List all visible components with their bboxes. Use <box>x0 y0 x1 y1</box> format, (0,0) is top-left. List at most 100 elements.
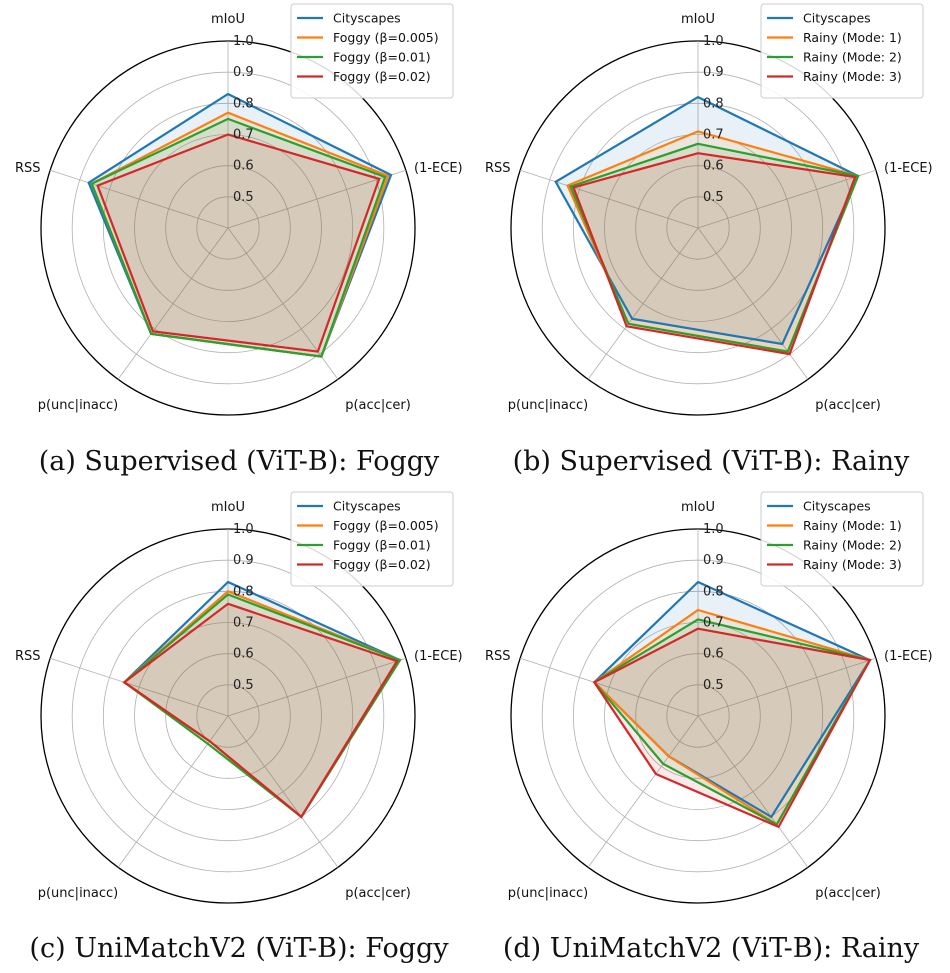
axis-label: p(acc|cer) <box>345 886 411 901</box>
radial-tick-label: 0.8 <box>233 96 254 111</box>
caption-b: (b) Supervised (ViT-B): Rainy <box>512 446 910 477</box>
radar-chart-a: 0.5 0.6 0.7 0.8 0.9 1.0 mIoU (1-ECE) p(acc|cer) p… <box>15 3 463 416</box>
axis-label: p(unc|inacc) <box>508 886 589 901</box>
legend-label: Cityscapes <box>803 11 871 26</box>
radial-tick-label: 0.8 <box>703 584 724 599</box>
legend-label: Foggy (β=0.02) <box>333 557 431 572</box>
caption-c: (c) UniMatchV2 (ViT-B): Foggy <box>29 933 449 964</box>
legend-label: Rainy (Mode: 1) <box>803 30 902 45</box>
radial-tick-label: 0.9 <box>703 553 724 568</box>
series-line <box>554 95 860 346</box>
radial-tick-label: 0.7 <box>703 128 724 143</box>
radial-tick-label: 1.0 <box>233 522 254 537</box>
series-fill <box>573 153 856 355</box>
grid-spoke <box>117 227 229 380</box>
radial-tick-label: 1.0 <box>703 522 724 537</box>
radial-tick-label: 0.6 <box>233 647 254 662</box>
series-line <box>96 133 381 353</box>
legend-label: Foggy (β=0.005) <box>333 518 439 533</box>
axis-label: (1-ECE) <box>414 649 463 664</box>
series-fill <box>594 619 870 825</box>
radial-tick-label: 0.9 <box>233 553 254 568</box>
legend-box <box>760 491 924 587</box>
legend-label: Foggy (β=0.01) <box>333 538 431 553</box>
axis-label: p(unc|inacc) <box>38 398 119 413</box>
series-fill <box>570 143 859 352</box>
legend-label: Foggy (β=0.02) <box>333 69 431 84</box>
axis-label: RSS <box>15 649 41 664</box>
radial-tick-label: 0.5 <box>233 190 254 205</box>
radial-tick-label: 1.0 <box>703 34 724 49</box>
grid-spoke <box>227 169 406 229</box>
grid-spoke <box>50 169 229 229</box>
legend-label: Cityscapes <box>333 11 401 26</box>
series-line <box>122 602 399 819</box>
series-fill <box>91 112 389 357</box>
radial-tick-label: 0.5 <box>703 190 724 205</box>
radial-tick-label: 0.5 <box>233 678 254 693</box>
axis-label: p(unc|inacc) <box>38 886 119 901</box>
grid-spoke <box>227 657 406 717</box>
series-fill <box>594 628 870 827</box>
legend-box <box>290 491 454 587</box>
series-line <box>569 142 860 353</box>
axis-label: mIoU <box>681 12 715 27</box>
radial-tick-label: 0.8 <box>703 96 724 111</box>
grid-spoke <box>50 657 229 717</box>
axis-label: (1-ECE) <box>414 161 463 176</box>
legend-label: Rainy (Mode: 3) <box>803 69 902 84</box>
series-fill <box>97 134 380 352</box>
legend-label: Cityscapes <box>803 499 871 514</box>
radial-tick-label: 0.9 <box>233 65 254 80</box>
caption-a: (a) Supervised (ViT-B): Foggy <box>38 446 440 477</box>
grid-spoke <box>520 169 699 229</box>
grid-spoke <box>227 715 339 868</box>
series-line <box>592 608 872 826</box>
series-line <box>122 593 402 819</box>
series-fill <box>124 591 400 817</box>
series-fill <box>124 582 400 817</box>
legend-label: Rainy (Mode: 2) <box>803 538 902 553</box>
radial-tick-label: 0.9 <box>703 65 724 80</box>
radial-tick-label: 0.8 <box>233 584 254 599</box>
legend-label: Foggy (β=0.005) <box>333 30 439 45</box>
radial-tick-label: 0.5 <box>703 678 724 693</box>
axis-label: RSS <box>485 649 511 664</box>
grid-spoke <box>227 227 339 380</box>
axis-label: p(acc|cer) <box>815 398 881 413</box>
legend-box <box>760 3 924 99</box>
series-line <box>90 117 387 358</box>
series-line <box>592 618 872 826</box>
radial-tick-label: 0.7 <box>233 128 254 143</box>
series-fill <box>567 131 859 352</box>
radial-tick-label: 1.0 <box>233 34 254 49</box>
legend-box <box>290 3 454 99</box>
legend-label: Cityscapes <box>333 499 401 514</box>
axis-label: p(acc|cer) <box>815 886 881 901</box>
axis-label: p(unc|inacc) <box>508 398 589 413</box>
axis-label: mIoU <box>681 500 715 515</box>
caption-d: (d) UniMatchV2 (ViT-B): Rainy <box>502 933 920 964</box>
grid-spoke <box>697 169 876 229</box>
axis-label: (1-ECE) <box>884 161 933 176</box>
axis-label: RSS <box>485 161 511 176</box>
radial-tick-label: 0.6 <box>703 159 724 174</box>
grid-spoke <box>587 227 699 380</box>
radar-chart-b: 0.5 0.6 0.7 0.8 0.9 1.0 mIoU (1-ECE) p(acc|cer) p… <box>485 3 933 416</box>
series-fill <box>124 603 398 817</box>
series-line <box>592 627 872 829</box>
legend-label: Rainy (Mode: 2) <box>803 50 902 65</box>
grid-spoke <box>697 657 876 717</box>
grid-spoke <box>587 715 699 868</box>
series-fill <box>124 594 400 817</box>
grid-spoke <box>697 715 809 868</box>
radial-tick-label: 0.6 <box>703 647 724 662</box>
radar-chart-d: 0.5 0.6 0.7 0.8 0.9 1.0 mIoU (1-ECE) p(acc|cer) p… <box>485 491 933 904</box>
radial-tick-label: 0.7 <box>233 616 254 631</box>
axis-label: p(acc|cer) <box>345 398 411 413</box>
radar-chart-c: 0.5 0.6 0.7 0.8 0.9 1.0 mIoU (1-ECE) p(acc|cer) p… <box>15 491 463 904</box>
legend-label: Rainy (Mode: 3) <box>803 557 902 572</box>
grid-spoke <box>520 657 699 717</box>
series-line <box>592 580 872 819</box>
